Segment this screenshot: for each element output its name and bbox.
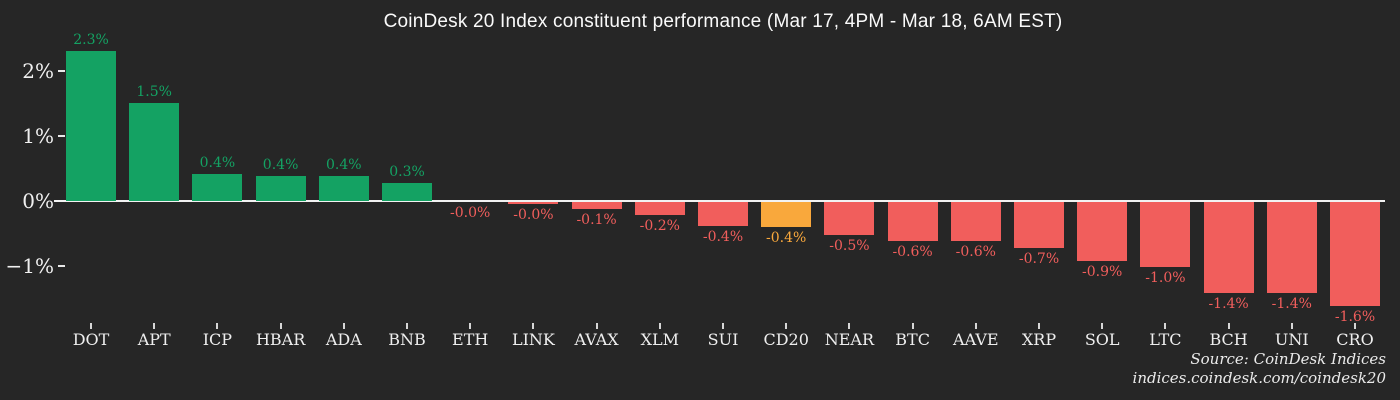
x-tick-mark: [911, 323, 914, 329]
y-tick-label: 1%: [22, 124, 54, 148]
x-category-label-BTC: BTC: [895, 330, 930, 349]
bar-SUI: [698, 202, 748, 226]
bar-value-label-NEAR: -0.5%: [829, 238, 870, 254]
x-category-label-LINK: LINK: [511, 330, 555, 349]
bar-SOL: [1077, 202, 1128, 261]
x-tick-mark: [279, 323, 282, 329]
bar-value-label-XRP: -0.7%: [1018, 251, 1060, 267]
x-tick-mark: [658, 323, 661, 329]
y-tick-mark: [58, 265, 65, 267]
x-category-label-CD20: CD20: [763, 330, 809, 349]
bar-value-label-DOT: 2.3%: [73, 32, 109, 48]
bar-value-label-APT: 1.5%: [136, 84, 172, 100]
x-tick-mark: [1038, 323, 1040, 329]
y-tick-mark: [58, 70, 65, 72]
x-category-label-DOT: DOT: [72, 330, 110, 349]
bar-value-label-CRO: -1.6%: [1334, 309, 1376, 325]
bar-ICP: [192, 174, 243, 201]
x-tick-mark: [532, 323, 535, 329]
source-attribution: Source: CoinDesk Indices indices.coindes…: [1133, 350, 1386, 388]
y-tick-label: 2%: [22, 59, 54, 83]
bar-UNI: [1266, 202, 1317, 293]
x-tick-mark: [216, 323, 219, 329]
y-tick-label: 0%: [22, 189, 54, 213]
x-category-label-SUI: SUI: [707, 330, 739, 349]
bar-value-label-CD20: -0.4%: [766, 230, 807, 246]
bar-value-label-HBAR: 0.4%: [262, 157, 299, 173]
x-tick-mark: [1354, 323, 1356, 329]
y-tick-label: −1%: [5, 254, 55, 278]
bar-value-label-BNB: 0.3%: [389, 164, 425, 180]
bar-LTC: [1140, 202, 1191, 267]
bar-value-label-SOL: -0.9%: [1082, 264, 1123, 280]
bar-HBAR: [255, 176, 306, 201]
x-tick-mark: [848, 323, 851, 329]
bar-value-label-ICP: 0.4%: [199, 155, 236, 171]
bar-value-label-UNI: -1.4%: [1271, 296, 1312, 312]
x-category-label-CRO: CRO: [1336, 330, 1374, 349]
bar-CD20: [761, 202, 812, 227]
bar-BNB: [382, 183, 432, 201]
x-category-label-UNI: UNI: [1274, 330, 1309, 349]
x-tick-mark: [1227, 323, 1230, 329]
x-tick-mark: [1101, 323, 1104, 329]
bar-value-label-LTC: -1.0%: [1145, 270, 1186, 286]
x-category-label-AAVE: AAVE: [953, 330, 999, 349]
bar-value-label-AVAX: -0.1%: [576, 212, 617, 228]
x-tick-mark: [342, 323, 345, 329]
source-text: Source: CoinDesk Indices: [1190, 350, 1386, 368]
x-tick-mark: [90, 323, 92, 329]
bar-value-label-SUI: -0.4%: [702, 229, 744, 245]
bar-value-label-ADA: 0.4%: [326, 157, 362, 173]
x-category-label-XRP: XRP: [1021, 330, 1057, 349]
x-category-label-BCH: BCH: [1209, 330, 1248, 349]
bar-NEAR: [824, 202, 875, 235]
bar-CRO: [1330, 202, 1380, 306]
x-category-label-AVAX: AVAX: [574, 330, 619, 349]
x-category-label-ETH: ETH: [452, 330, 489, 349]
x-category-label-LTC: LTC: [1149, 330, 1182, 349]
x-category-label-SOL: SOL: [1084, 330, 1120, 349]
bar-value-label-XLM: -0.2%: [639, 218, 680, 234]
chart-title: CoinDesk 20 Index constituent performanc…: [383, 11, 1063, 32]
x-category-label-HBAR: HBAR: [255, 330, 306, 349]
x-tick-mark: [595, 323, 598, 329]
source-url: indices.coindesk.com/coindesk20: [1132, 369, 1386, 387]
x-category-label-NEAR: NEAR: [824, 330, 875, 349]
x-category-label-XLM: XLM: [640, 330, 679, 349]
zero-baseline: [54, 200, 1385, 202]
x-category-label-ICP: ICP: [202, 330, 233, 349]
bar-DOT: [66, 51, 116, 201]
x-category-label-APT: APT: [137, 330, 171, 349]
bar-XRP: [1014, 202, 1064, 248]
bar-APT: [129, 103, 180, 201]
bar-value-label-AAVE: -0.6%: [955, 244, 996, 260]
x-tick-mark: [722, 323, 724, 329]
bar-value-label-ETH: -0.0%: [450, 205, 491, 221]
bar-AAVE: [950, 202, 1001, 241]
x-tick-mark: [1164, 323, 1167, 329]
x-tick-mark: [406, 323, 408, 329]
x-category-label-ADA: ADA: [325, 330, 362, 349]
bar-value-label-LINK: -0.0%: [513, 207, 554, 223]
bar-value-label-BCH: -1.4%: [1208, 296, 1249, 312]
y-tick-mark: [58, 135, 65, 137]
bar-BCH: [1203, 202, 1254, 293]
x-category-label-BNB: BNB: [388, 330, 426, 349]
x-tick-mark: [785, 323, 788, 329]
x-tick-mark: [153, 323, 156, 329]
bar-BTC: [887, 202, 938, 241]
bar-AVAX: [571, 202, 622, 209]
bar-ADA: [318, 176, 369, 201]
bar-value-label-BTC: -0.6%: [892, 244, 933, 260]
bar-LINK: [508, 202, 559, 204]
x-tick-mark: [974, 323, 977, 329]
x-tick-mark: [469, 323, 472, 329]
bar-XLM: [634, 202, 685, 215]
x-tick-mark: [1290, 323, 1293, 329]
